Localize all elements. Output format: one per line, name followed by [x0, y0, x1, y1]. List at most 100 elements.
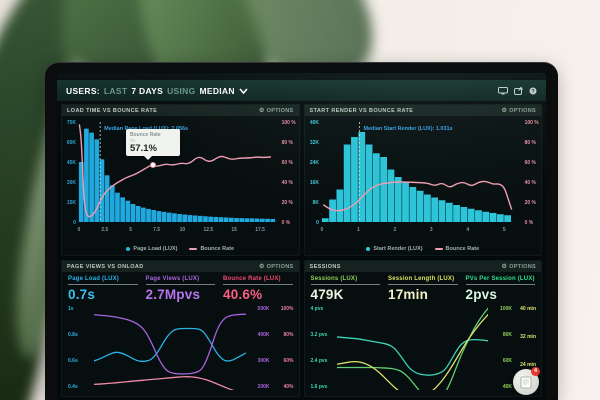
bar	[135, 206, 141, 222]
axis-tick: 500K	[257, 306, 270, 312]
axis-tick: 100K	[500, 306, 512, 312]
metric-value: 17min	[388, 287, 429, 302]
top-nav: USERS: LAST 7 DAYS USING MEDIAN	[57, 80, 546, 101]
help-icon[interactable]: ?	[529, 87, 537, 95]
metric-label: Page Load (LUX)	[68, 276, 138, 285]
left-axis: 4 pvs 3.2 pvs 2.4 pvs 1.6 pvs	[311, 306, 333, 390]
axis-tick: 3.2 pvs	[310, 332, 328, 338]
dashboard-title[interactable]: USERS: LAST 7 DAYS USING MEDIAN	[66, 86, 248, 96]
panel-header: START RENDER VS BOUNCE RATE OPTIONS	[304, 105, 541, 116]
gear-icon	[259, 263, 265, 270]
bar	[104, 175, 110, 222]
page-views-line	[94, 313, 246, 375]
metric-value: 479K	[310, 287, 344, 302]
share-icon[interactable]	[514, 86, 523, 95]
start-render-chart-area: 40K 32K 24K 16K 8K 0 100 % 80 % 60 % 40 % 20 % 0 % 0…	[305, 116, 542, 244]
bar	[151, 210, 157, 222]
x-axis-tick: 5	[502, 227, 505, 233]
bar	[244, 218, 250, 222]
panel-title: START RENDER VS BOUNCE RATE	[309, 107, 414, 114]
bar	[372, 153, 380, 222]
bar	[254, 218, 260, 222]
bar	[379, 157, 387, 222]
dot-marker-icon	[126, 247, 131, 251]
y-axis-tick: 24K	[309, 160, 318, 166]
x-axis-tick: 5	[129, 227, 132, 233]
dot-marker-icon	[366, 247, 371, 251]
y2-axis-tick: 60 %	[524, 160, 536, 166]
bar	[78, 162, 84, 222]
y2-axis-tick: 40 %	[282, 180, 294, 186]
options-button[interactable]: OPTIONS	[501, 107, 536, 114]
display-icon[interactable]	[498, 86, 508, 95]
bar	[474, 210, 482, 222]
title-last: LAST	[103, 85, 128, 96]
options-button[interactable]: OPTIONS	[259, 107, 294, 114]
panel-title: LOAD TIME VS BOUNCE RATE	[67, 107, 158, 114]
axis-tick: 0.4s	[68, 384, 78, 390]
bar	[197, 215, 203, 222]
bar	[394, 177, 402, 222]
options-button[interactable]: OPTIONS	[259, 263, 294, 270]
x-axis-tick: 0	[78, 227, 81, 233]
y2-axis-tick: 40 %	[524, 180, 536, 186]
notes-widget-button[interactable]: 4	[513, 367, 540, 395]
y2-axis-tick: 0 %	[524, 220, 533, 226]
histogram-bars	[321, 132, 511, 222]
bar	[423, 194, 431, 222]
bar	[115, 192, 120, 222]
bar	[146, 208, 151, 222]
bar	[125, 200, 131, 222]
screen: USERS: LAST 7 DAYS USING MEDIAN	[57, 73, 546, 400]
title-using: USING	[167, 85, 196, 96]
legend-item[interactable]: Start Render (LUX)	[366, 246, 423, 252]
y-axis-tick: 30K	[67, 180, 76, 186]
title-users: USERS:	[66, 85, 100, 96]
y2-axis-tick: 80 %	[524, 140, 536, 146]
gear-icon	[501, 107, 507, 114]
bar	[99, 159, 105, 222]
y-axis-tick: 15K	[67, 200, 76, 206]
gear-icon	[259, 107, 265, 114]
chevron-down-icon[interactable]	[239, 87, 248, 94]
x-axis-tick: 2.5	[101, 227, 108, 233]
bar	[445, 202, 453, 222]
x-axis-tick: 0	[320, 227, 323, 233]
bar	[234, 218, 239, 222]
bounce-rate-line	[94, 376, 235, 390]
options-button[interactable]: OPTIONS	[501, 263, 536, 270]
bar	[387, 169, 394, 222]
tooltip-value: 57.1%	[130, 143, 157, 154]
y-axis-tick: 45K	[67, 160, 76, 166]
metric-label: PVs Per Session (LUX)	[465, 276, 535, 285]
sessions-line	[336, 307, 488, 390]
bar	[187, 215, 193, 222]
bar	[228, 217, 234, 222]
legend-item[interactable]: Page Load (LUX)	[126, 246, 177, 252]
bar	[438, 200, 445, 222]
legend-item[interactable]: Bounce Rate	[189, 246, 234, 252]
bar	[249, 218, 255, 222]
right-axis-length: 40 min 32 min 24 min	[516, 306, 536, 390]
legend-item[interactable]: Bounce Rate	[434, 246, 479, 252]
metric-session-length: Session Length (LUX) 17min	[388, 276, 458, 302]
axis-tick: 300K	[257, 358, 270, 364]
panel-header: LOAD TIME VS BOUNCE RATE OPTIONS	[62, 105, 299, 116]
bar	[213, 216, 219, 222]
start-render-chart: 40K 32K 24K 16K 8K 0 100 % 80 % 60 % 40 % 20 % 0 % 0…	[309, 120, 538, 233]
y2-axis-tick: 80 %	[282, 140, 294, 146]
axis-tick: 400K	[257, 332, 270, 338]
bar	[89, 132, 94, 222]
bar	[84, 128, 89, 222]
bar	[350, 137, 358, 222]
x-axis-tick: 3	[429, 227, 432, 233]
bar	[120, 197, 125, 222]
bar	[260, 218, 265, 222]
line-marker-icon	[434, 248, 443, 250]
x-axis-tick: 12.5	[203, 227, 213, 233]
bar	[328, 199, 336, 222]
bar	[156, 211, 162, 222]
bar	[503, 215, 511, 222]
panel-page-views: PAGE VIEWS VS ONLOAD OPTIONS Page Load (…	[61, 260, 300, 397]
gear-icon	[501, 263, 507, 270]
